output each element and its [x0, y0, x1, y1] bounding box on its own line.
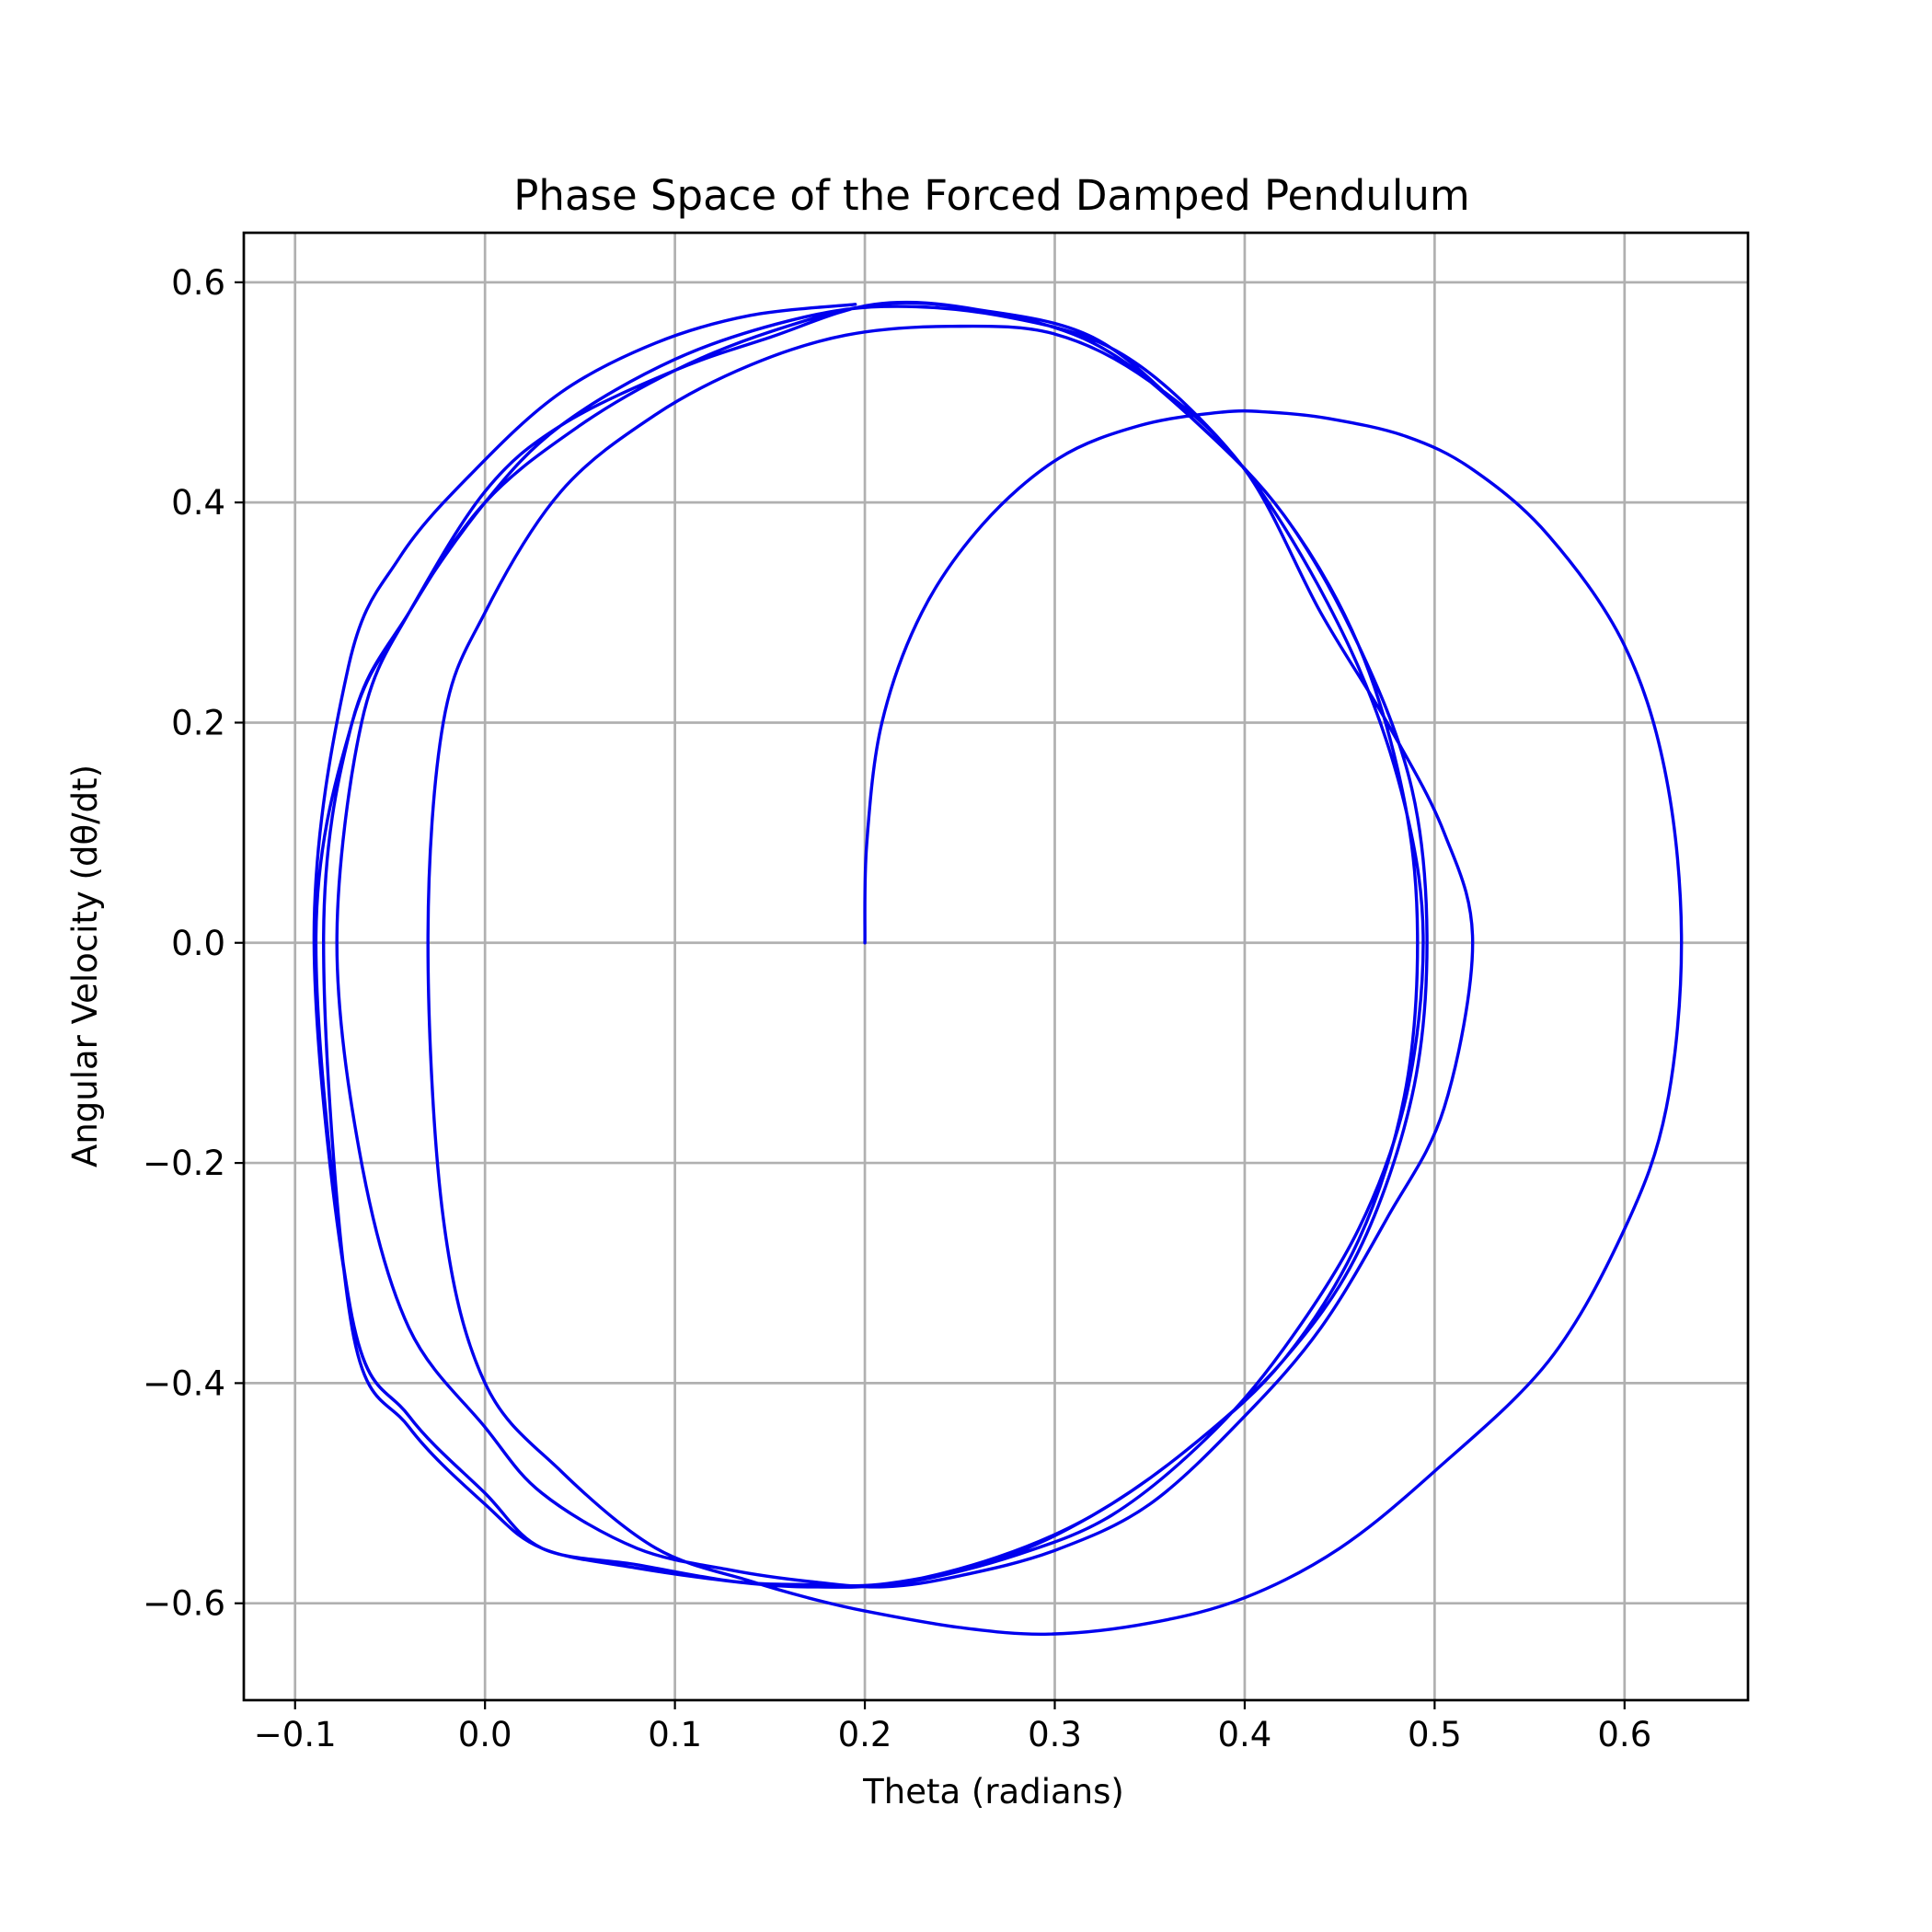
axes-frame [242, 231, 1750, 1702]
x-axis-ticks: −0.1 0.0 0.1 0.2 0.3 0.4 0.5 0.6 [254, 1700, 1651, 1754]
y-tick-label: 0.6 [171, 263, 225, 303]
x-tick-label: 0.3 [1028, 1715, 1082, 1754]
chart-title: Phase Space of the Forced Damped Pendulu… [513, 171, 1469, 220]
x-tick-label: 0.4 [1218, 1715, 1272, 1754]
plot-area [312, 300, 1684, 1637]
trajectory-line [312, 300, 1684, 1637]
y-axis-label: Angular Velocity (dθ/dt) [65, 765, 105, 1167]
x-tick-label: 0.6 [1597, 1715, 1651, 1754]
y-tick-label: 0.2 [171, 703, 225, 742]
x-tick-label: 0.2 [838, 1715, 892, 1754]
grid-lines [244, 233, 1748, 1700]
x-tick-label: 0.1 [648, 1715, 702, 1754]
y-axis-ticks: −0.6 −0.4 −0.2 0.0 0.2 0.4 0.6 [143, 263, 244, 1624]
x-tick-label: 0.5 [1408, 1715, 1462, 1754]
y-tick-label: 0.0 [171, 924, 225, 963]
y-tick-label: −0.2 [143, 1144, 225, 1183]
x-tick-label: 0.0 [458, 1715, 512, 1754]
y-tick-label: −0.6 [143, 1584, 225, 1624]
y-tick-label: −0.4 [143, 1363, 225, 1403]
x-tick-label: −0.1 [254, 1715, 337, 1754]
y-tick-label: 0.4 [171, 483, 225, 523]
x-axis-label: Theta (radians) [862, 1772, 1124, 1811]
